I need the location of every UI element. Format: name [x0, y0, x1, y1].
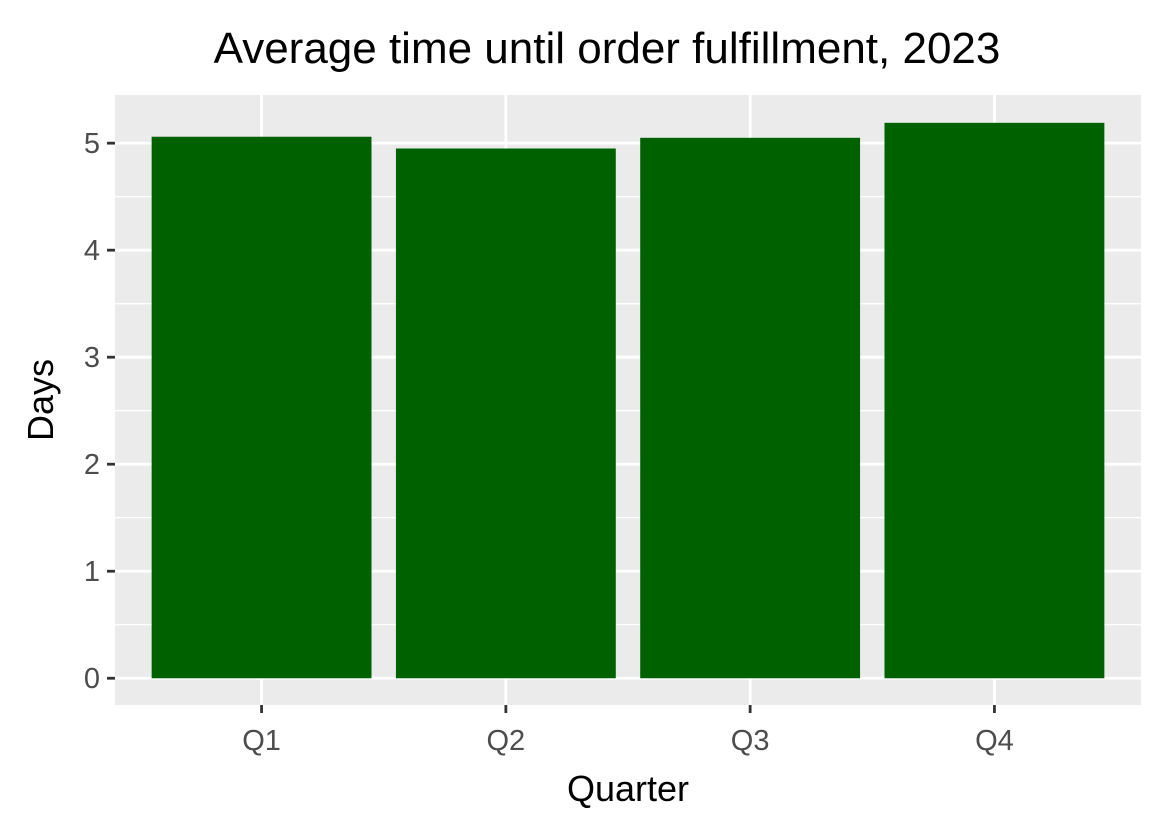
y-tick-label: 1	[84, 556, 100, 588]
y-tick-label: 4	[84, 235, 100, 267]
y-axis: 0 1 2 3 4 5	[84, 128, 115, 695]
x-tick-label-q4: Q4	[975, 725, 1014, 757]
x-tick-label-q1: Q1	[242, 725, 281, 757]
y-tick-label: 2	[84, 449, 100, 481]
x-tick-label-q2: Q2	[487, 725, 526, 757]
y-tick-label: 5	[84, 128, 100, 160]
x-axis-title: Quarter	[567, 768, 689, 809]
bar-q4	[884, 122, 1105, 679]
x-tick-label-q3: Q3	[731, 725, 770, 757]
bar-q2	[395, 148, 616, 679]
y-tick-label: 0	[84, 663, 100, 695]
y-tick-label: 3	[84, 342, 100, 374]
bar-q1	[151, 136, 372, 679]
bar-q3	[640, 137, 861, 679]
y-axis-title: Days	[20, 359, 61, 441]
chart-title: Average time until order fulfillment, 20…	[214, 24, 1001, 73]
x-axis: Q1 Q2 Q3 Q4	[242, 705, 1014, 757]
bars	[151, 122, 1105, 679]
